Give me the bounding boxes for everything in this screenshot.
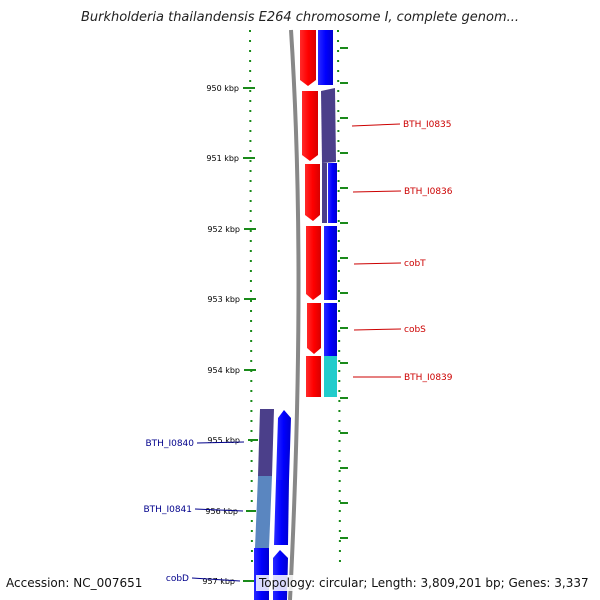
gene-labels-left: BTH_I0840 BTH_I0841 cobD bbox=[144, 439, 245, 584]
gene-block[interactable] bbox=[324, 303, 337, 356]
gene-arrow[interactable] bbox=[302, 91, 318, 161]
ruler-tick: 952 kbp bbox=[207, 225, 256, 234]
ruler-tick-label: 952 kbp bbox=[207, 225, 240, 234]
gene-label-cobD[interactable]: cobD bbox=[166, 574, 189, 584]
ruler-tick: 950 kbp bbox=[206, 84, 255, 93]
ruler-tick-label: 955 kbp bbox=[207, 436, 240, 445]
gene-block[interactable] bbox=[324, 356, 337, 397]
gene-arrow[interactable] bbox=[300, 30, 316, 86]
ruler: 950 kbp 951 kbp 952 kbp 953 kbp 954 kbp … bbox=[202, 84, 258, 586]
dotted-ring-outer bbox=[337, 29, 341, 571]
gene-arrow[interactable] bbox=[321, 88, 336, 163]
gene-arrow[interactable] bbox=[307, 303, 321, 354]
gene-block[interactable] bbox=[324, 226, 337, 300]
gene-label-BTH_I0836[interactable]: BTH_I0836 bbox=[404, 187, 453, 197]
ruler-tick: 951 kbp bbox=[206, 154, 255, 163]
ruler-tick-label: 951 kbp bbox=[206, 154, 239, 163]
gene-labels-right: BTH_I0835 BTH_I0836 cobT cobS BTH_I0839 bbox=[351, 120, 453, 383]
gene-label-BTH_I0840[interactable]: BTH_I0840 bbox=[146, 439, 195, 449]
topology-info: Topology: circular; Length: 3,809,201 bp… bbox=[256, 575, 592, 591]
ruler-tick: 954 kbp bbox=[207, 366, 256, 375]
gene-block[interactable] bbox=[318, 30, 333, 85]
gene-block[interactable] bbox=[322, 163, 327, 223]
gene-block[interactable] bbox=[328, 163, 337, 223]
ruler-tick: 955 kbp bbox=[207, 436, 258, 445]
ruler-tick-label: 956 kbp bbox=[205, 507, 238, 516]
gene-label-cobT[interactable]: cobT bbox=[404, 259, 426, 269]
gene-label-cobS[interactable]: cobS bbox=[404, 325, 426, 335]
ruler-tick: 957 kbp bbox=[202, 577, 254, 586]
forward-strand-genes bbox=[300, 30, 321, 397]
genome-title: Burkholderia thailandensis E264 chromoso… bbox=[80, 10, 520, 25]
gene-block[interactable] bbox=[254, 548, 269, 600]
ruler-tick: 956 kbp bbox=[205, 507, 256, 516]
accession-text: Accession: NC_007651 bbox=[6, 575, 143, 591]
ruler-tick-label: 953 kbp bbox=[207, 295, 240, 304]
cog-track-right bbox=[318, 30, 337, 397]
gene-arrow[interactable] bbox=[306, 356, 321, 397]
ruler-tick-label: 954 kbp bbox=[207, 366, 240, 375]
gene-label-BTH_I0839[interactable]: BTH_I0839 bbox=[404, 373, 453, 383]
gene-arrow[interactable] bbox=[306, 226, 321, 300]
ring-tick-marks bbox=[340, 47, 348, 539]
gene-arrow[interactable] bbox=[305, 164, 320, 221]
ruler-tick: 953 kbp bbox=[207, 295, 256, 304]
gene-arrow[interactable] bbox=[255, 476, 272, 548]
gene-arrow[interactable] bbox=[274, 480, 289, 545]
gene-arrow[interactable] bbox=[258, 409, 274, 476]
ruler-tick-label: 957 kbp bbox=[202, 577, 235, 586]
gene-label-BTH_I0835[interactable]: BTH_I0835 bbox=[403, 120, 452, 130]
chromosome-backbone bbox=[288, 29, 301, 600]
gene-label-BTH_I0841[interactable]: BTH_I0841 bbox=[144, 505, 193, 515]
reverse-strand-genes bbox=[254, 409, 291, 600]
ruler-tick-label: 950 kbp bbox=[206, 84, 239, 93]
gene-arrow[interactable] bbox=[276, 410, 291, 480]
